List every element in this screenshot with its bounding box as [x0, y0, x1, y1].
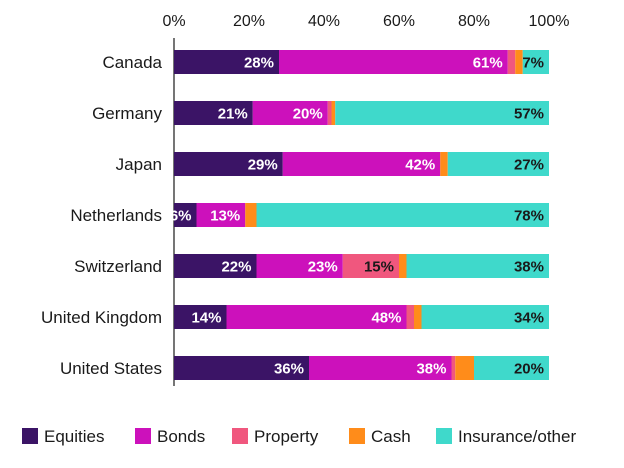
legend-swatch	[436, 428, 452, 444]
bar-segment-cash	[399, 254, 407, 278]
data-label: 20%	[293, 106, 323, 123]
bar-segment-insurance-other	[421, 305, 549, 329]
bar-segment-bonds	[256, 254, 343, 278]
data-label: 48%	[371, 310, 401, 327]
legend-label: Bonds	[157, 427, 205, 446]
x-tick-label: 40%	[308, 13, 340, 30]
bar-segment-bonds	[309, 356, 452, 380]
bar-segment-cash	[414, 305, 422, 329]
bar-segment-cash	[440, 152, 448, 176]
data-label: 23%	[308, 259, 338, 276]
bar-segment-property	[342, 254, 399, 278]
data-label: 61%	[473, 55, 503, 72]
category-label: Japan	[116, 155, 162, 174]
legend-swatch	[135, 428, 151, 444]
bar-segment-insurance-other	[474, 356, 549, 380]
bar-segment-equities	[174, 305, 227, 329]
bar-segment-insurance-other	[335, 101, 549, 125]
bar-segment-cash	[331, 101, 336, 125]
data-label: 78%	[514, 208, 544, 225]
data-label: 21%	[218, 106, 248, 123]
bar-segment-property	[451, 356, 456, 380]
data-label: 28%	[244, 55, 274, 72]
bar-segment-insurance-other	[256, 203, 549, 227]
bar-segment-equities	[174, 152, 283, 176]
legend: Equities Bonds Property Cash Insurance/other	[22, 427, 576, 446]
data-labels: 28% 61% 7% 21% 20% 57% 29% 42% 27% 6% 13% 78% 22% 23%…	[170, 55, 544, 378]
category-label: Canada	[102, 53, 162, 72]
category-label: United Kingdom	[41, 308, 162, 327]
legend-label: Insurance/other	[458, 427, 576, 446]
data-label: 6%	[170, 208, 192, 225]
bar-segment-equities	[174, 101, 253, 125]
category-label: Switzerland	[74, 257, 162, 276]
bar-segment-cash	[455, 356, 474, 380]
bar-segment-equities	[174, 356, 309, 380]
bar-segment-insurance-other	[447, 152, 549, 176]
x-axis-ticks: 0% 20% 40% 60% 80% 100%	[162, 13, 569, 30]
x-tick-label: 60%	[383, 13, 415, 30]
bar-segment-bonds	[282, 152, 441, 176]
bar-segment-bonds	[226, 305, 407, 329]
data-label: 20%	[514, 361, 544, 378]
data-label: 38%	[416, 361, 446, 378]
bar-segment-property	[406, 305, 414, 329]
bar-segment-equities	[174, 203, 197, 227]
bar-segment-property	[327, 101, 332, 125]
bar-segment-insurance-other	[406, 254, 549, 278]
x-tick-label: 20%	[233, 13, 265, 30]
legend-swatch	[22, 428, 38, 444]
legend-swatch	[349, 428, 365, 444]
bar-segment-bonds	[279, 50, 508, 74]
bar-segment-equities	[174, 50, 279, 74]
legend-swatch	[232, 428, 248, 444]
bar-segments	[174, 50, 549, 380]
data-label: 36%	[274, 361, 304, 378]
bar-segment-bonds	[196, 203, 246, 227]
data-label: 57%	[514, 106, 544, 123]
category-label: Germany	[92, 104, 162, 123]
data-label: 42%	[405, 157, 435, 174]
data-label: 15%	[364, 259, 394, 276]
category-label: Netherlands	[70, 206, 162, 225]
data-label: 29%	[248, 157, 278, 174]
data-label: 7%	[522, 55, 544, 72]
bar-segment-insurance-other	[522, 50, 549, 74]
legend-label: Equities	[44, 427, 104, 446]
x-tick-label: 0%	[162, 13, 185, 30]
legend-label: Property	[254, 427, 319, 446]
data-label: 38%	[514, 259, 544, 276]
bar-segment-equities	[174, 254, 257, 278]
bar-segment-cash	[245, 203, 257, 227]
category-labels: Canada Germany Japan Netherlands Switzerland…	[41, 53, 163, 378]
bar-segment-cash	[515, 50, 523, 74]
data-label: 14%	[191, 310, 221, 327]
bar-segment-property	[507, 50, 516, 74]
bar-segment-bonds	[252, 101, 328, 125]
data-label: 13%	[210, 208, 240, 225]
category-label: United States	[60, 359, 162, 378]
x-tick-label: 80%	[458, 13, 490, 30]
legend-label: Cash	[371, 427, 411, 446]
x-tick-label: 100%	[529, 13, 570, 30]
data-label: 34%	[514, 310, 544, 327]
data-label: 27%	[514, 157, 544, 174]
data-label: 22%	[221, 259, 251, 276]
